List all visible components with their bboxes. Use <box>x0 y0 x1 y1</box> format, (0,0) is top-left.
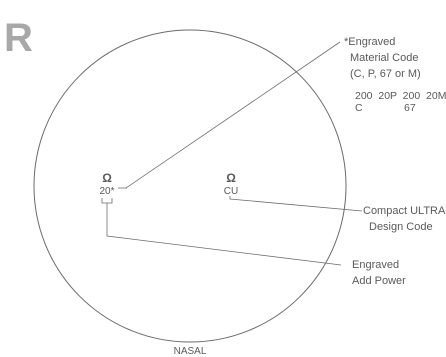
left-mark-code: 20* <box>99 186 114 197</box>
lens-outline <box>33 29 347 343</box>
power-label-line-2: Add Power <box>352 275 406 287</box>
material-label-line-1: *Engraved <box>344 36 395 48</box>
power-bracket <box>101 198 113 204</box>
power-label-line-1: Engraved <box>352 259 399 271</box>
nasal-label: NASAL <box>174 346 207 357</box>
material-label-line-3: (C, P, 67 or M) <box>350 68 421 80</box>
power-leader <box>106 203 342 266</box>
right-mark-code: CU <box>224 186 238 197</box>
design-label-line-2: Design Code <box>369 221 433 233</box>
material-code-67: 67 <box>404 102 416 114</box>
eye-letter: R <box>4 16 33 60</box>
right-mark-symbol: Ω <box>226 171 236 185</box>
material-codes-row-1: 200 20P 200 20M <box>355 90 446 102</box>
design-leader <box>229 196 363 212</box>
design-label-line-1: Compact ULTRA <box>363 205 446 217</box>
left-mark-symbol: Ω <box>102 171 112 185</box>
material-code-c: C <box>355 102 363 114</box>
material-label-line-2: Material Code <box>350 52 418 64</box>
material-leader <box>125 41 341 189</box>
